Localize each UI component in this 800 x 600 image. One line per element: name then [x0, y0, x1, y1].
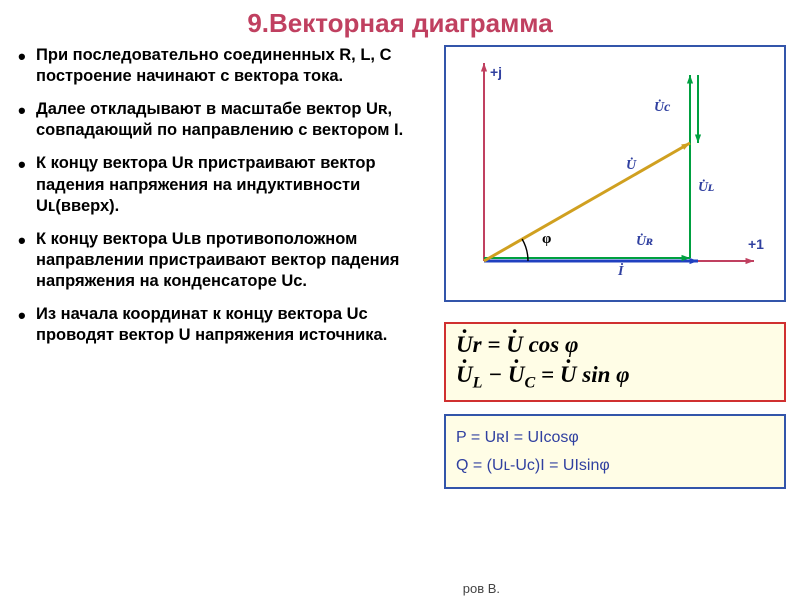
bullet-list: При последовательно соединенных R, L, C … — [14, 45, 436, 346]
text-column: При последовательно соединенных R, L, C … — [14, 45, 444, 489]
page-title: 9.Векторная диаграмма — [0, 0, 800, 39]
formula-line: UL − UC = U sin φ — [456, 360, 774, 395]
svg-text:U̇ʟ: U̇ʟ — [698, 178, 714, 195]
vector-diagram: +1 +j İ U̇ʀ U̇ʟ U̇c U̇ φ — [444, 45, 786, 302]
svg-text:U̇ʀ: U̇ʀ — [636, 232, 653, 249]
bullet-item: К концу вектора Uʟв противоположном напр… — [14, 229, 436, 292]
figure-column: +1 +j İ U̇ʀ U̇ʟ U̇c U̇ φ Ur = U cos φ UL − UC =… — [444, 45, 786, 489]
bullet-item: К концу вектора Uʀ пристраивают вектор п… — [14, 153, 436, 216]
svg-text:U̇: U̇ — [626, 156, 637, 173]
formula-line: P = UʀI = UIcosφ — [456, 424, 774, 451]
formula-box-2: P = UʀI = UIcosφ Q = (Uʟ-Uc)I = UIsinφ — [444, 414, 786, 488]
svg-text:İ: İ — [617, 262, 624, 279]
svg-text:φ: φ — [542, 231, 551, 247]
bullet-item: При последовательно соединенных R, L, C … — [14, 45, 436, 87]
bullet-item: Далее откладывают в масштабе вектор Uʀ, … — [14, 99, 436, 141]
formula-line: Ur = U cos φ — [456, 330, 774, 360]
content-row: При последовательно соединенных R, L, C … — [0, 39, 800, 489]
formula-line: Q = (Uʟ-Uc)I = UIsinφ — [456, 452, 774, 479]
formula-box-1: Ur = U cos φ UL − UC = U sin φ — [444, 322, 786, 402]
svg-text:+j: +j — [490, 64, 502, 80]
svg-text:+1: +1 — [748, 236, 764, 252]
bullet-item: Из начала координат к концу вектора Uc п… — [14, 304, 436, 346]
vector-svg: +1 +j İ U̇ʀ U̇ʟ U̇c U̇ φ — [450, 51, 770, 291]
svg-text:U̇c: U̇c — [654, 98, 671, 115]
footer-fragment: ров В. — [463, 581, 500, 596]
